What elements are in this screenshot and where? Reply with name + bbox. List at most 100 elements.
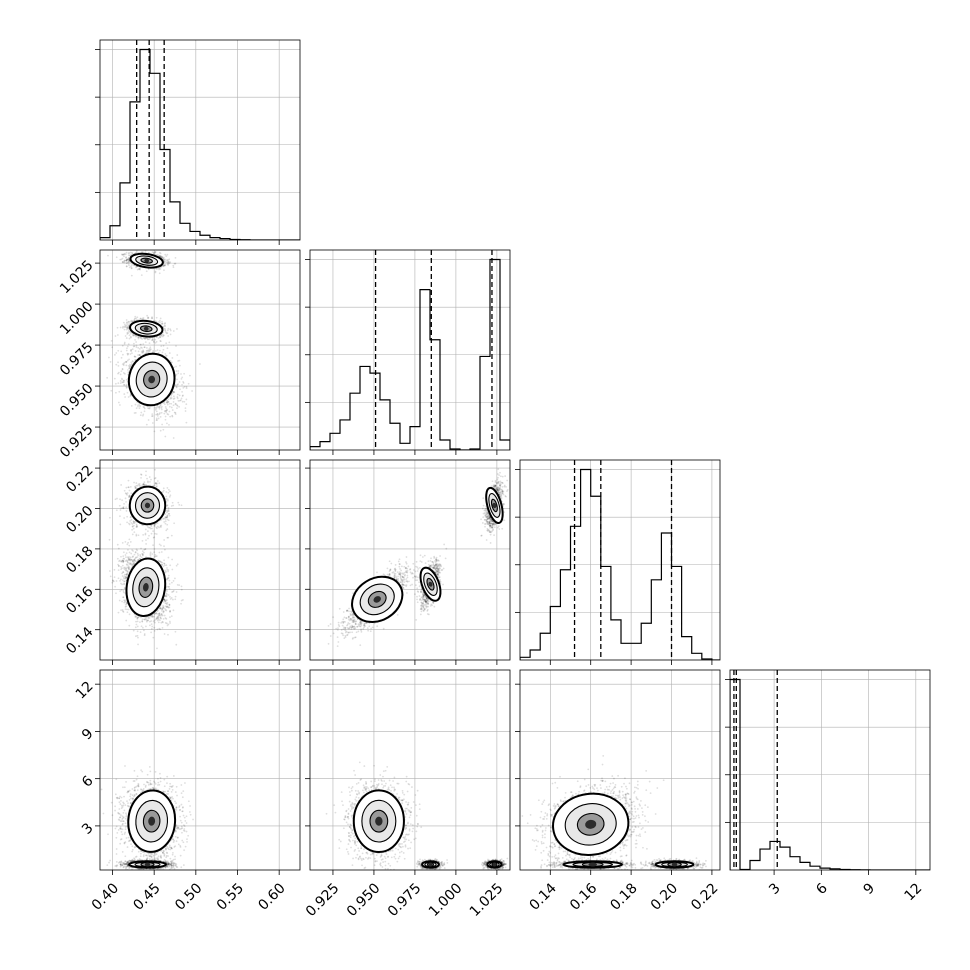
scatter-point bbox=[162, 348, 165, 351]
scatter-point bbox=[130, 348, 133, 351]
scatter-point bbox=[173, 522, 176, 525]
scatter-point bbox=[179, 399, 182, 402]
scatter-point bbox=[181, 376, 184, 379]
scatter-point bbox=[122, 381, 124, 384]
scatter-point bbox=[134, 403, 137, 406]
scatter-point bbox=[158, 251, 161, 254]
scatter-point bbox=[144, 533, 147, 536]
scatter-point bbox=[139, 354, 141, 356]
scatter-point bbox=[165, 255, 168, 258]
scatter-point bbox=[119, 498, 121, 501]
scatter-point bbox=[139, 414, 142, 417]
scatter-point bbox=[167, 260, 170, 263]
scatter-point bbox=[158, 335, 161, 338]
scatter-point bbox=[160, 544, 162, 547]
scatter-point bbox=[122, 576, 125, 579]
scatter-point bbox=[164, 518, 167, 520]
scatter-point bbox=[159, 525, 162, 528]
histogram-step bbox=[520, 468, 720, 660]
scatter-point bbox=[162, 428, 165, 431]
scatter-point bbox=[174, 402, 177, 405]
scatter-point bbox=[123, 361, 126, 364]
scatter-point bbox=[158, 482, 161, 485]
scatter-point bbox=[118, 504, 121, 507]
scatter-point bbox=[109, 575, 112, 578]
scatter-point bbox=[135, 524, 138, 527]
scatter-point bbox=[125, 486, 128, 489]
scatter-point bbox=[164, 410, 166, 413]
scatter-point bbox=[123, 252, 126, 255]
histogram-frame bbox=[309, 249, 511, 451]
scatter-point bbox=[130, 361, 133, 364]
scatter-point bbox=[163, 521, 166, 523]
scatter-point bbox=[132, 334, 135, 337]
scatter-point bbox=[199, 363, 201, 365]
scatter-point bbox=[117, 372, 119, 375]
scatter-point bbox=[135, 335, 137, 338]
scatter-point bbox=[128, 367, 131, 370]
scatter-point bbox=[125, 387, 128, 389]
density-contour bbox=[143, 326, 149, 331]
scatter-point bbox=[124, 567, 127, 570]
scatter-point bbox=[127, 320, 130, 323]
scatter-point bbox=[134, 486, 137, 489]
scatter-point bbox=[165, 342, 168, 345]
scatter-point bbox=[155, 340, 158, 343]
scatter-point bbox=[144, 341, 147, 344]
scatter-point bbox=[172, 395, 175, 398]
scatter-point bbox=[137, 534, 140, 537]
scatter-point bbox=[165, 401, 168, 404]
scatter-point bbox=[162, 344, 165, 347]
scatter-point bbox=[169, 328, 172, 331]
scatter-point bbox=[174, 403, 177, 406]
scatter-point bbox=[167, 400, 170, 403]
scatter-point bbox=[173, 397, 176, 400]
scatter-point bbox=[123, 328, 126, 331]
scatter-point bbox=[177, 399, 180, 402]
scatter-point bbox=[159, 255, 162, 258]
scatter-point bbox=[137, 405, 139, 408]
scatter-point bbox=[131, 525, 134, 528]
scatter-point bbox=[156, 522, 159, 525]
scatter-point bbox=[129, 349, 132, 352]
scatter-point bbox=[127, 343, 130, 346]
scatter-point bbox=[121, 506, 124, 509]
scatter-point bbox=[162, 257, 165, 260]
scatter-point bbox=[151, 415, 153, 418]
scatter-point bbox=[166, 536, 169, 539]
scatter-point bbox=[175, 385, 178, 388]
scatter-point bbox=[108, 356, 110, 359]
scatter-point bbox=[163, 548, 166, 551]
scatter-point bbox=[123, 393, 126, 395]
scatter-point bbox=[155, 410, 158, 413]
scatter-point bbox=[165, 407, 168, 410]
scatter-point bbox=[145, 337, 148, 340]
scatter-point bbox=[128, 266, 131, 269]
scatter-point bbox=[122, 253, 125, 256]
scatter-point bbox=[158, 254, 161, 257]
scatter-point bbox=[170, 596, 173, 599]
scatter-point bbox=[140, 274, 143, 277]
scatter-point bbox=[166, 263, 169, 266]
scatter-point bbox=[113, 353, 116, 356]
scatter-point bbox=[162, 248, 164, 250]
scatter-point bbox=[117, 401, 120, 404]
scatter-point bbox=[159, 255, 162, 258]
scatter-point bbox=[123, 383, 125, 386]
scatter-point bbox=[127, 257, 130, 260]
scatter-point bbox=[132, 520, 135, 523]
scatter-point bbox=[130, 404, 133, 407]
scatter-point bbox=[163, 401, 166, 404]
scatter-point bbox=[168, 512, 171, 515]
scatter-point bbox=[137, 404, 140, 407]
scatter-point bbox=[171, 361, 173, 364]
scatter-point bbox=[124, 324, 127, 327]
scatter-point bbox=[125, 262, 128, 265]
scatter-point bbox=[154, 341, 157, 344]
scatter-point bbox=[126, 322, 128, 324]
scatter-point bbox=[147, 526, 150, 529]
scatter-point bbox=[172, 391, 175, 394]
scatter-point bbox=[176, 405, 179, 407]
scatter-point bbox=[164, 327, 166, 330]
